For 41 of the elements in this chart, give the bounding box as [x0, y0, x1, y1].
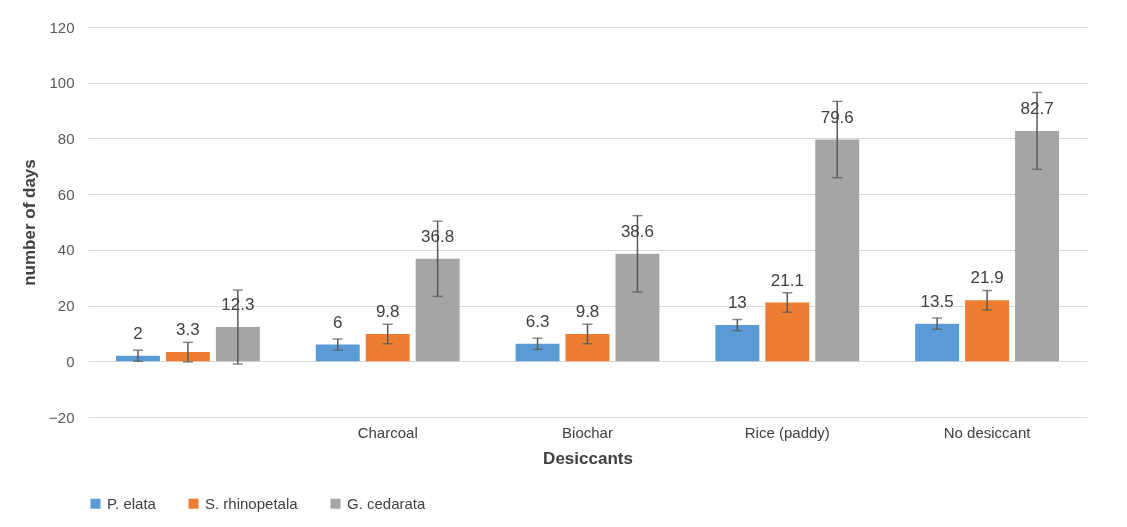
x-tick-label: Biochar: [562, 423, 613, 441]
data-label: 2: [133, 323, 143, 343]
data-label: 6.3: [525, 311, 550, 331]
data-label: 13.5: [920, 291, 954, 311]
bar: [315, 344, 360, 362]
legend-label: G. cedarata: [347, 494, 427, 512]
bar: [965, 300, 1010, 362]
data-label: 9.8: [375, 301, 400, 321]
y-tick-label: 40: [57, 241, 75, 259]
y-axis-title: number of days: [20, 159, 40, 286]
bar: [565, 333, 610, 362]
data-label: 6: [333, 312, 343, 332]
bar: [615, 253, 660, 362]
x-tick-label: Rice (paddy): [744, 423, 830, 441]
y-tick-label: 100: [49, 74, 75, 92]
y-tick-label: −20: [49, 408, 75, 426]
x-tick-label: Charcoal: [357, 423, 418, 441]
bar: [365, 333, 410, 362]
y-tick-label: 0: [66, 352, 75, 370]
y-tick-label: 120: [49, 18, 75, 36]
data-label: 21.1: [770, 270, 804, 290]
bar: [815, 139, 860, 362]
data-label: 9.8: [575, 301, 600, 321]
legend-label: S. rhinopetala: [205, 494, 299, 512]
bar: [1015, 130, 1060, 362]
bar: [915, 323, 960, 362]
bar: [165, 352, 210, 362]
bar: [215, 327, 260, 362]
legend-label: P. elata: [107, 494, 157, 512]
data-label: 21.9: [970, 268, 1004, 288]
data-label: 13: [727, 293, 747, 313]
y-tick-label: 20: [57, 297, 75, 315]
x-axis-title: Desiccants: [543, 448, 633, 468]
bar: [715, 325, 760, 362]
bar: [415, 258, 460, 362]
bar: [515, 343, 560, 362]
x-tick-label: No desiccant: [943, 423, 1032, 441]
y-tick-label: 60: [57, 185, 75, 203]
y-tick-label: 80: [57, 129, 75, 147]
data-label: 3.3: [176, 320, 200, 340]
bar: [765, 302, 810, 362]
